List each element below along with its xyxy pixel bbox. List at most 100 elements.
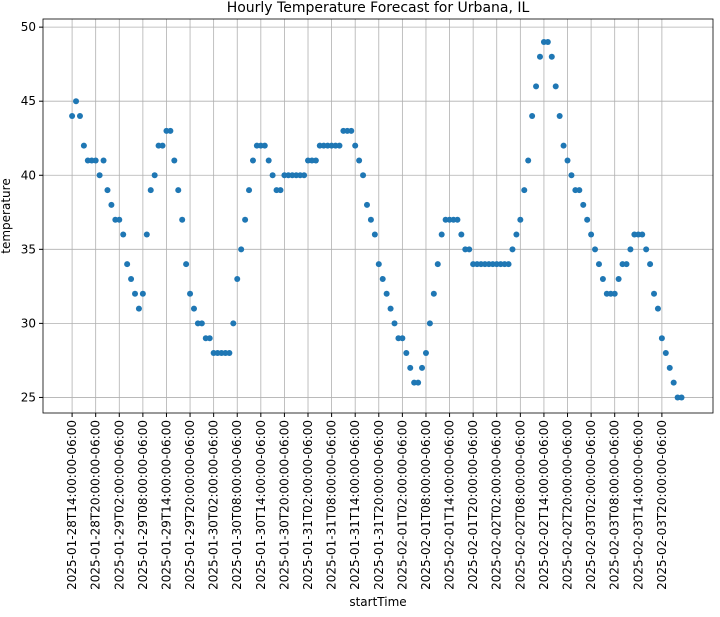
point <box>171 157 178 164</box>
x-tick-label: 2025-01-30T08:00:00-06:00 <box>230 420 244 590</box>
point <box>265 157 272 164</box>
point <box>190 305 197 312</box>
point <box>434 261 441 268</box>
x-tick-label: 2025-01-30T02:00:00-06:00 <box>207 420 221 590</box>
x-tick-label: 2025-02-02T14:00:00-06:00 <box>537 420 551 590</box>
x-tick-label: 2025-01-31T14:00:00-06:00 <box>348 420 362 590</box>
x-tick-label: 2025-01-29T08:00:00-06:00 <box>136 420 150 590</box>
point <box>375 261 382 268</box>
point <box>167 127 174 134</box>
point <box>371 231 378 238</box>
point <box>206 335 213 342</box>
point <box>391 320 398 327</box>
point <box>560 142 567 149</box>
point <box>379 275 386 282</box>
point <box>419 364 426 371</box>
x-tick-label: 2025-02-01T20:00:00-06:00 <box>466 420 480 590</box>
point <box>104 187 111 194</box>
point <box>367 216 374 223</box>
point <box>246 187 253 194</box>
point <box>269 172 276 179</box>
point <box>187 290 194 297</box>
point <box>120 231 127 238</box>
point <box>666 364 673 371</box>
point <box>183 261 190 268</box>
point <box>599 275 606 282</box>
point <box>584 216 591 223</box>
point <box>73 98 80 105</box>
point <box>627 246 634 253</box>
point <box>509 246 516 253</box>
point <box>383 290 390 297</box>
point <box>592 246 599 253</box>
point <box>301 172 308 179</box>
point <box>548 53 555 60</box>
x-tick-label: 2025-02-03T08:00:00-06:00 <box>608 420 622 590</box>
point <box>544 38 551 45</box>
point <box>143 231 150 238</box>
x-tick-label: 2025-01-29T20:00:00-06:00 <box>183 420 197 590</box>
point <box>521 187 528 194</box>
point <box>139 290 146 297</box>
point <box>100 157 107 164</box>
x-tick-label: 2025-01-30T20:00:00-06:00 <box>277 420 291 590</box>
point <box>360 172 367 179</box>
x-tick-label: 2025-02-03T20:00:00-06:00 <box>655 420 669 590</box>
x-tick-label: 2025-02-03T02:00:00-06:00 <box>584 420 598 590</box>
point <box>399 335 406 342</box>
point <box>348 127 355 134</box>
x-axis-label: startTime <box>349 595 406 609</box>
point <box>147 187 154 194</box>
point <box>564 157 571 164</box>
x-tick-label: 2025-02-01T08:00:00-06:00 <box>419 420 433 590</box>
point <box>662 350 669 357</box>
y-axis-label: temperature <box>0 178 13 253</box>
point <box>576 187 583 194</box>
point <box>387 305 394 312</box>
point <box>611 290 618 297</box>
y-tick-label: 40 <box>21 168 36 182</box>
point <box>352 142 359 149</box>
x-tick-label: 2025-01-31T20:00:00-06:00 <box>372 420 386 590</box>
point <box>230 320 237 327</box>
x-tick-label: 2025-01-28T20:00:00-06:00 <box>89 420 103 590</box>
point <box>415 379 422 386</box>
point <box>426 320 433 327</box>
point <box>529 113 536 120</box>
point <box>234 275 241 282</box>
x-tick-label: 2025-02-03T14:00:00-06:00 <box>631 420 645 590</box>
point <box>363 201 370 208</box>
x-tick-label: 2025-01-29T14:00:00-06:00 <box>159 420 173 590</box>
y-tick-label: 45 <box>21 94 36 108</box>
y-tick-label: 25 <box>21 390 36 404</box>
point <box>647 261 654 268</box>
x-tick-label: 2025-02-02T02:00:00-06:00 <box>490 420 504 590</box>
point <box>132 290 139 297</box>
point <box>175 187 182 194</box>
point <box>407 364 414 371</box>
point <box>128 275 135 282</box>
point <box>454 216 461 223</box>
x-tick-label: 2025-01-30T14:00:00-06:00 <box>254 420 268 590</box>
point <box>92 157 99 164</box>
point <box>505 261 512 268</box>
point <box>124 261 131 268</box>
point <box>658 335 665 342</box>
point <box>403 350 410 357</box>
point <box>179 216 186 223</box>
point <box>80 142 87 149</box>
point <box>654 305 661 312</box>
point <box>458 231 465 238</box>
point <box>249 157 256 164</box>
point <box>556 113 563 120</box>
x-tick-label: 2025-01-31T08:00:00-06:00 <box>325 420 339 590</box>
point <box>198 320 205 327</box>
point <box>151 172 158 179</box>
point <box>466 246 473 253</box>
point <box>670 379 677 386</box>
point <box>517 216 524 223</box>
point <box>312 157 319 164</box>
point <box>356 157 363 164</box>
x-tick-label: 2025-02-02T08:00:00-06:00 <box>513 420 527 590</box>
